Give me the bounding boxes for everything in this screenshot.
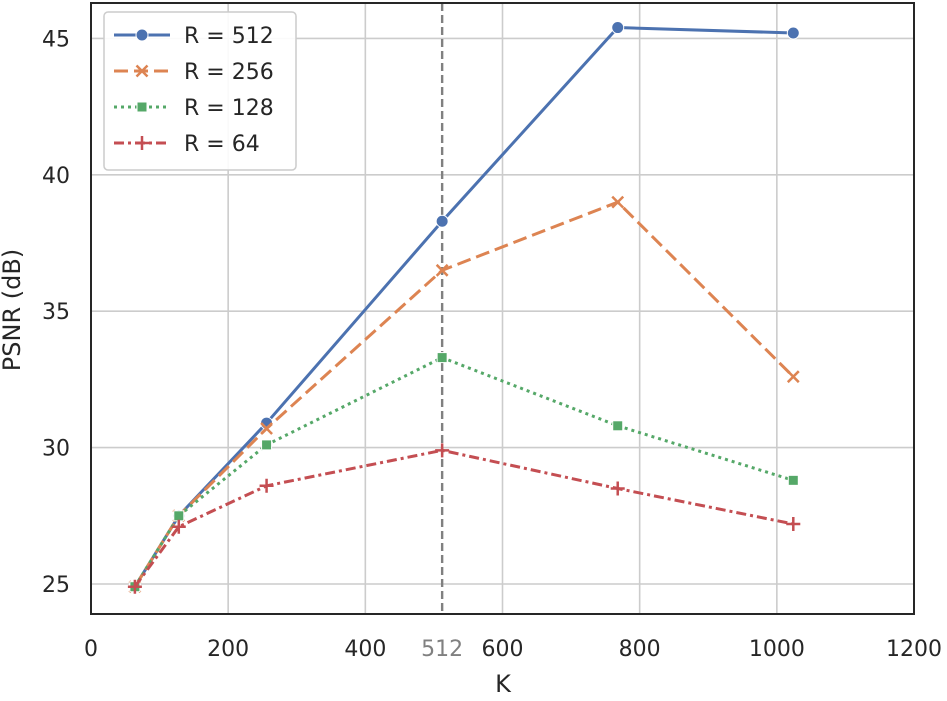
x-tick-label: 0 xyxy=(84,637,98,662)
vline-label: 512 xyxy=(421,637,463,662)
legend-item: R = 128 xyxy=(114,96,274,121)
data-point xyxy=(127,579,142,594)
series-4 xyxy=(127,443,801,594)
data-point xyxy=(612,420,624,432)
x-tick-label: 1200 xyxy=(886,637,942,662)
plot-frame xyxy=(90,2,915,615)
x-tick-label: 400 xyxy=(344,637,386,662)
series-group xyxy=(127,21,801,594)
series-2 xyxy=(128,195,800,594)
data-point xyxy=(786,370,800,384)
y-tick-label: 30 xyxy=(42,437,70,462)
legend-item: R = 256 xyxy=(114,60,274,85)
series-line xyxy=(133,200,795,588)
legend-marker xyxy=(135,64,149,78)
legend-item: R = 512 xyxy=(114,24,274,49)
data-point xyxy=(259,478,274,493)
x-tick-label: 600 xyxy=(482,637,524,662)
data-point xyxy=(786,26,800,40)
x-tick-labels: 0 200 400 600 800 1000 1200 xyxy=(84,637,942,662)
data-point xyxy=(435,214,449,228)
legend-label: R = 64 xyxy=(184,132,260,157)
x-tick-label: 200 xyxy=(207,637,249,662)
y-tick-labels: 25 30 35 40 45 xyxy=(42,27,70,598)
data-point xyxy=(787,474,799,486)
legend-marker xyxy=(135,28,149,42)
data-point xyxy=(610,481,625,496)
series-line xyxy=(133,448,794,588)
reference-line: 512 xyxy=(421,3,463,662)
legend: R = 512 R = 256 R = 128 R = 64 xyxy=(103,11,297,171)
data-point xyxy=(436,352,448,364)
legend-marker xyxy=(135,136,149,150)
series-line xyxy=(133,356,794,588)
data-point xyxy=(435,443,450,458)
legend-label: R = 128 xyxy=(184,96,274,121)
data-point xyxy=(435,263,449,277)
y-tick-label: 40 xyxy=(42,164,70,189)
data-point xyxy=(786,516,801,531)
data-point xyxy=(171,519,186,534)
data-point xyxy=(260,422,273,435)
x-tick-label: 800 xyxy=(619,637,661,662)
legend-item: R = 64 xyxy=(114,132,260,157)
data-point xyxy=(611,195,625,209)
legend-marker xyxy=(136,101,148,113)
x-axis-label: K xyxy=(495,670,512,697)
y-tick-label: 35 xyxy=(42,300,70,325)
legend-label: R = 256 xyxy=(184,60,274,85)
legend-box xyxy=(103,11,297,171)
data-point xyxy=(173,510,185,522)
legend-label: R = 512 xyxy=(184,24,274,49)
series-3 xyxy=(129,352,799,593)
data-point xyxy=(611,21,625,35)
x-tick-label: 1000 xyxy=(749,637,805,662)
data-point xyxy=(261,439,273,451)
y-tick-label: 45 xyxy=(42,27,70,52)
y-axis-label: PSNR (dB) xyxy=(0,249,26,371)
y-tick-label: 25 xyxy=(42,573,70,598)
